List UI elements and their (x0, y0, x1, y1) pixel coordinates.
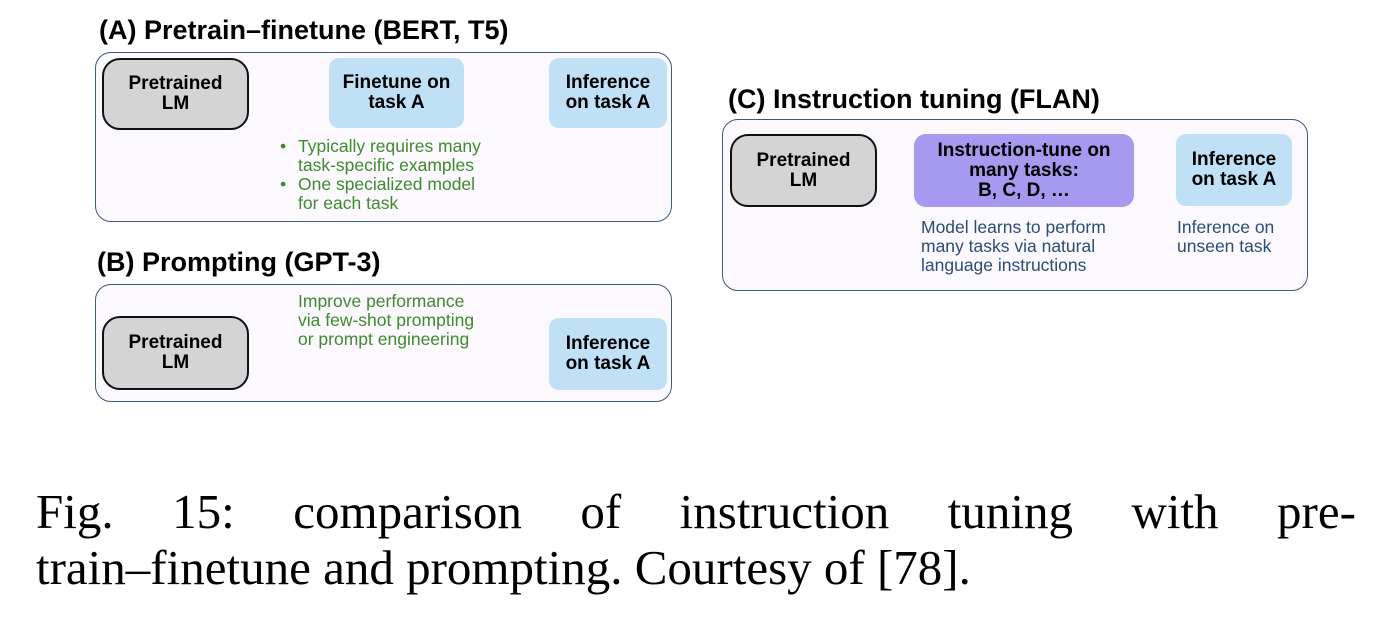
panel-a-bullet-list: Typically requires many task-specific ex… (278, 137, 578, 213)
panel-b-note: Improve performance via few-shot prompti… (298, 291, 475, 349)
caption-line-1: Fig. 15: comparison of instruction tunin… (36, 484, 1356, 540)
panel-b-inference-node: Inference on task A (549, 318, 667, 390)
panel-a-bullet-2: One specialized model for each task (280, 175, 578, 213)
panel-b-title: (B) Prompting (GPT-3) (97, 247, 381, 277)
caption-word: comparison (293, 484, 522, 539)
caption-word: pre- (1277, 484, 1356, 539)
caption-word: instruction (679, 484, 890, 539)
caption-word: with (1131, 484, 1219, 539)
panel-b-pretrained-lm-node: Pretrained LM (102, 316, 249, 390)
caption-word: 15: (172, 484, 235, 539)
panel-c-note-left: Model learns to perform many tasks via n… (921, 217, 1106, 275)
caption-word: of (580, 484, 622, 539)
panel-a-pretrained-lm-node: Pretrained LM (102, 58, 249, 130)
panel-c-pretrained-lm-node: Pretrained LM (730, 134, 877, 207)
panel-a-finetune-node: Finetune on task A (329, 58, 464, 128)
caption-word: Fig. (36, 484, 114, 539)
figure-caption: Fig. 15: comparison of instruction tunin… (36, 484, 1356, 596)
panel-c-instruction-tune-node: Instruction-tune on many tasks: B, C, D,… (914, 134, 1134, 207)
panel-a-title: (A) Pretrain–finetune (BERT, T5) (99, 15, 509, 45)
panel-a-bullet-1: Typically requires many task-specific ex… (280, 137, 578, 175)
panel-c-inference-node: Inference on task A (1176, 134, 1292, 206)
panel-c-title: (C) Instruction tuning (FLAN) (728, 84, 1100, 114)
caption-word: tuning (947, 484, 1073, 539)
caption-line-2: train–finetune and prompting. Courtesy o… (36, 540, 971, 595)
panel-c-note-right: Inference on unseen task (1177, 217, 1275, 256)
panel-a-inference-node: Inference on task A (549, 58, 667, 128)
